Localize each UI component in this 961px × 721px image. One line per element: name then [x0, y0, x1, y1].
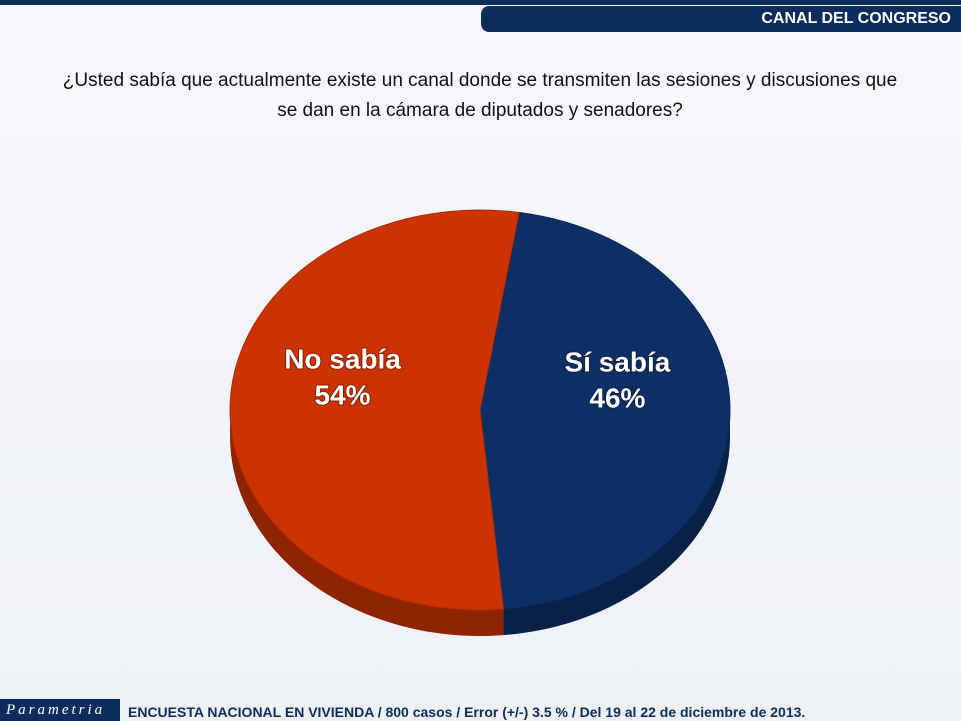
chart-title: ¿Usted sabía que actualmente existe un c…	[62, 70, 898, 121]
slice-value: 46%	[589, 382, 645, 413]
slice-value: 54%	[315, 380, 371, 411]
footer-note: ENCUESTA NACIONAL EN VIVIENDA / 800 caso…	[128, 704, 806, 720]
top-line	[0, 0, 961, 5]
brand: Parametria	[0, 699, 120, 721]
slice-side	[503, 410, 730, 636]
slice	[479, 211, 731, 610]
slice	[229, 209, 520, 611]
section-header: CANAL DEL CONGRESO	[481, 6, 961, 32]
slice-label: Sí sabía	[565, 346, 671, 377]
slice-side	[230, 410, 504, 636]
slice-label: No sabía	[284, 344, 401, 375]
